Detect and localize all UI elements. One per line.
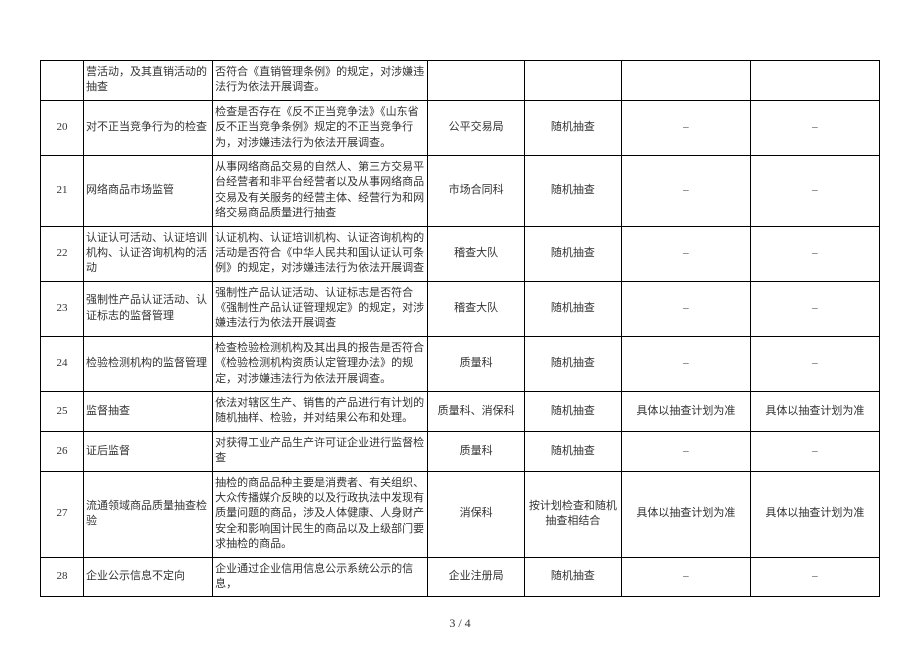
table-cell-method: 随机抽查 xyxy=(525,100,622,155)
table-cell-note1: – xyxy=(621,226,750,281)
table-cell-desc: 对获得工业产品生产许可证企业进行监督检查 xyxy=(213,431,428,471)
table-cell-desc: 认证机构、认证培训机构、认证咨询机构的活动是否符合《中华人民共和国认证认可条例》… xyxy=(213,226,428,281)
table-cell-desc: 抽检的商品品种主要是消费者、有关组织、大众传播媒介反映的以及行政执法中发现有质量… xyxy=(213,471,428,557)
table-cell-num: 21 xyxy=(41,155,84,226)
table-cell-note1: – xyxy=(621,155,750,226)
document-table-container: 营活动，及其直销活动的抽查否符合《直销管理条例》的规定，对涉嫌违法行为依法开展调… xyxy=(40,60,880,597)
table-row: 27流通领域商品质量抽查检验抽检的商品品种主要是消费者、有关组织、大众传播媒介反… xyxy=(41,471,880,557)
table-cell-num: 26 xyxy=(41,431,84,471)
table-cell-name: 营活动，及其直销活动的抽查 xyxy=(84,61,213,101)
table-cell-desc: 企业通过企业信用信息公示系统公示的信息， xyxy=(213,557,428,597)
table-cell-note1: – xyxy=(621,557,750,597)
table-cell-note1: – xyxy=(621,100,750,155)
table-cell-name: 企业公示信息不定向 xyxy=(84,557,213,597)
table-cell-name: 流通领域商品质量抽查检验 xyxy=(84,471,213,557)
table-cell-dept: 消保科 xyxy=(428,471,525,557)
table-cell-note2: – xyxy=(750,281,879,336)
table-cell-name: 对不正当竞争行为的检查 xyxy=(84,100,213,155)
table-cell-dept xyxy=(428,61,525,101)
table-cell-desc: 从事网络商品交易的自然人、第三方交易平台经营者和非平台经营者以及从事网络商品交易… xyxy=(213,155,428,226)
page-footer: 3 / 4 xyxy=(0,616,920,631)
table-cell-note2: 具体以抽查计划为准 xyxy=(750,392,879,432)
table-cell-dept: 企业注册局 xyxy=(428,557,525,597)
table-cell-note2 xyxy=(750,61,879,101)
table-cell-num: 25 xyxy=(41,392,84,432)
table-cell-method xyxy=(525,61,622,101)
table-cell-desc: 检查是否存在《反不正当竞争法》《山东省反不正当竞争条例》规定的不正当竞争行为，对… xyxy=(213,100,428,155)
table-cell-method: 随机抽查 xyxy=(525,226,622,281)
table-cell-name: 监督抽查 xyxy=(84,392,213,432)
table-cell-num: 22 xyxy=(41,226,84,281)
table-cell-note2: – xyxy=(750,557,879,597)
table-cell-name: 网络商品市场监管 xyxy=(84,155,213,226)
table-row: 23强制性产品认证活动、认证标志的监督管理强制性产品认证活动、认证标志是否符合《… xyxy=(41,281,880,336)
table-cell-num xyxy=(41,61,84,101)
table-cell-desc: 检查检验检测机构及其出具的报告是否符合《检验检测机构资质认定管理办法》的规定，对… xyxy=(213,336,428,391)
table-cell-note2: – xyxy=(750,155,879,226)
table-cell-note2: – xyxy=(750,336,879,391)
table-cell-dept: 质量科 xyxy=(428,336,525,391)
table-cell-dept: 质量科、消保科 xyxy=(428,392,525,432)
table-cell-num: 27 xyxy=(41,471,84,557)
table-cell-method: 随机抽查 xyxy=(525,392,622,432)
table-cell-name: 证后监督 xyxy=(84,431,213,471)
table-cell-note2: 具体以抽查计划为准 xyxy=(750,471,879,557)
table-cell-dept: 稽查大队 xyxy=(428,281,525,336)
table-row: 26证后监督对获得工业产品生产许可证企业进行监督检查质量科随机抽查–– xyxy=(41,431,880,471)
table-body: 营活动，及其直销活动的抽查否符合《直销管理条例》的规定，对涉嫌违法行为依法开展调… xyxy=(41,61,880,597)
table-cell-note2: – xyxy=(750,226,879,281)
table-row: 24检验检测机构的监督管理检查检验检测机构及其出具的报告是否符合《检验检测机构资… xyxy=(41,336,880,391)
table-cell-note1 xyxy=(621,61,750,101)
table-cell-note1: 具体以抽查计划为准 xyxy=(621,471,750,557)
table-cell-dept: 质量科 xyxy=(428,431,525,471)
table-cell-method: 随机抽查 xyxy=(525,281,622,336)
table-cell-num: 24 xyxy=(41,336,84,391)
table-cell-num: 20 xyxy=(41,100,84,155)
table-cell-method: 随机抽查 xyxy=(525,336,622,391)
table-cell-name: 检验检测机构的监督管理 xyxy=(84,336,213,391)
table-cell-note1: – xyxy=(621,281,750,336)
table-cell-num: 23 xyxy=(41,281,84,336)
table-cell-note2: – xyxy=(750,431,879,471)
table-row: 22认证认可活动、认证培训机构、认证咨询机构的活动认证机构、认证培训机构、认证咨… xyxy=(41,226,880,281)
table-row: 28企业公示信息不定向企业通过企业信用信息公示系统公示的信息，企业注册局随机抽查… xyxy=(41,557,880,597)
table-cell-name: 认证认可活动、认证培训机构、认证咨询机构的活动 xyxy=(84,226,213,281)
table-cell-dept: 公平交易局 xyxy=(428,100,525,155)
table-cell-dept: 稽查大队 xyxy=(428,226,525,281)
table-cell-dept: 市场合同科 xyxy=(428,155,525,226)
inspection-table: 营活动，及其直销活动的抽查否符合《直销管理条例》的规定，对涉嫌违法行为依法开展调… xyxy=(40,60,880,597)
table-cell-note2: – xyxy=(750,100,879,155)
table-cell-num: 28 xyxy=(41,557,84,597)
table-row: 21网络商品市场监管从事网络商品交易的自然人、第三方交易平台经营者和非平台经营者… xyxy=(41,155,880,226)
table-row: 20对不正当竞争行为的检查检查是否存在《反不正当竞争法》《山东省反不正当竞争条例… xyxy=(41,100,880,155)
table-cell-note1: 具体以抽查计划为准 xyxy=(621,392,750,432)
table-cell-note1: – xyxy=(621,431,750,471)
page-number: 3 / 4 xyxy=(449,616,470,630)
table-cell-method: 按计划检查和随机抽查相结合 xyxy=(525,471,622,557)
table-cell-method: 随机抽查 xyxy=(525,431,622,471)
table-cell-desc: 否符合《直销管理条例》的规定，对涉嫌违法行为依法开展调查。 xyxy=(213,61,428,101)
table-cell-method: 随机抽查 xyxy=(525,557,622,597)
table-row: 25监督抽查依法对辖区生产、销售的产品进行有计划的随机抽样、检验，并对结果公布和… xyxy=(41,392,880,432)
table-cell-name: 强制性产品认证活动、认证标志的监督管理 xyxy=(84,281,213,336)
table-row: 营活动，及其直销活动的抽查否符合《直销管理条例》的规定，对涉嫌违法行为依法开展调… xyxy=(41,61,880,101)
table-cell-method: 随机抽查 xyxy=(525,155,622,226)
table-cell-desc: 依法对辖区生产、销售的产品进行有计划的随机抽样、检验，并对结果公布和处理。 xyxy=(213,392,428,432)
table-cell-note1: – xyxy=(621,336,750,391)
table-cell-desc: 强制性产品认证活动、认证标志是否符合《强制性产品认证管理规定》的规定，对涉嫌违法… xyxy=(213,281,428,336)
